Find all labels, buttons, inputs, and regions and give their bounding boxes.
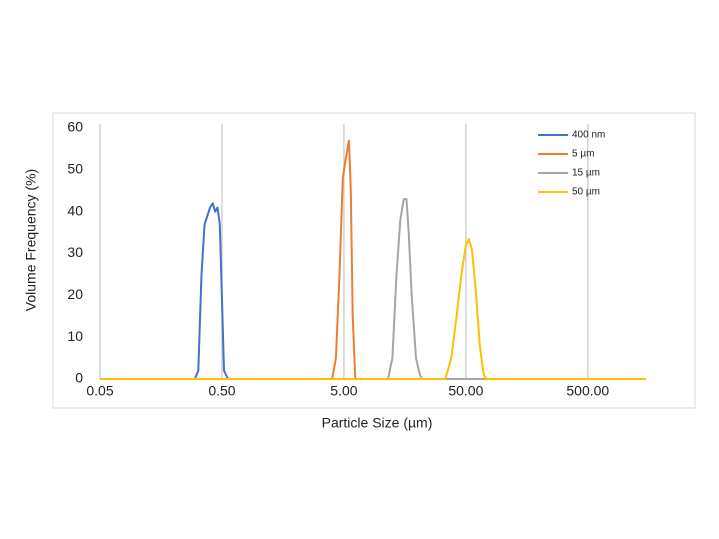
series-line: [100, 237, 646, 380]
y-tick-label: 20: [67, 286, 83, 302]
x-tick-label: 50.00: [448, 383, 483, 399]
y-tick-label: 30: [67, 244, 83, 260]
y-tick-label: 50: [67, 161, 83, 177]
chart-frame: [52, 112, 696, 409]
y-tick-label: 40: [67, 202, 83, 218]
series-line: [100, 139, 646, 380]
y-axis-title: Volume Frequency (%): [23, 169, 39, 311]
y-tick-label: 0: [75, 370, 83, 386]
y-tick-label: 10: [67, 328, 83, 344]
x-tick-label: 0.05: [86, 383, 113, 399]
x-tick-label: 5.00: [330, 383, 357, 399]
series-line: [100, 202, 646, 380]
legend-label: 50 µm: [572, 187, 600, 198]
x-tick-label: 500.00: [566, 383, 609, 399]
legend-label: 5 µm: [572, 149, 594, 160]
y-tick-label: 60: [67, 119, 83, 135]
x-tick-label: 0.50: [208, 383, 235, 399]
legend-label: 400 nm: [572, 130, 605, 141]
legend-label: 15 µm: [572, 168, 600, 179]
x-axis-title: Particle Size (µm): [322, 415, 433, 431]
series-line: [100, 198, 646, 380]
